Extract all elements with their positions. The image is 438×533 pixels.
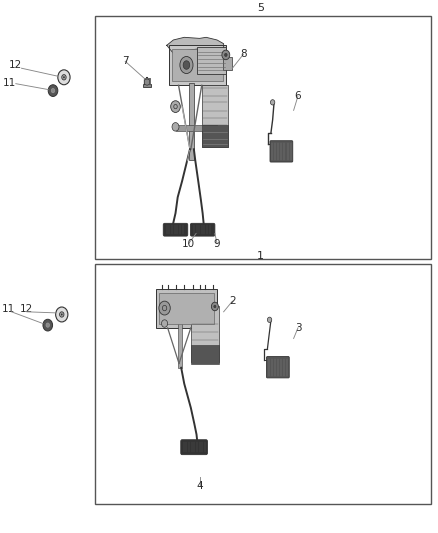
Ellipse shape [60,312,64,317]
Ellipse shape [51,88,55,93]
Bar [178,304,182,368]
Text: 5: 5 [257,3,264,13]
Text: 2: 2 [229,296,236,306]
Text: 11: 11 [2,304,15,314]
Ellipse shape [61,313,63,316]
Ellipse shape [159,301,170,315]
Bar [176,125,217,131]
Text: 11: 11 [3,78,16,87]
FancyBboxPatch shape [198,47,226,74]
FancyBboxPatch shape [181,440,208,455]
Text: 12: 12 [20,304,33,314]
Ellipse shape [56,307,68,322]
Text: 8: 8 [240,50,247,59]
FancyBboxPatch shape [173,49,223,81]
Ellipse shape [267,317,272,322]
Ellipse shape [171,101,180,112]
Ellipse shape [212,302,219,311]
Ellipse shape [48,85,58,96]
Text: 9: 9 [214,239,220,248]
FancyBboxPatch shape [156,289,217,328]
Bar [202,125,228,147]
Bar [202,85,228,147]
Text: 3: 3 [295,323,301,333]
Text: 4: 4 [196,481,203,491]
Ellipse shape [172,123,179,131]
FancyBboxPatch shape [270,141,293,162]
Polygon shape [167,37,224,53]
Text: 6: 6 [295,91,301,101]
Bar [191,345,219,364]
Text: 10: 10 [182,239,195,248]
FancyBboxPatch shape [159,293,214,324]
Ellipse shape [180,56,193,74]
Ellipse shape [162,320,168,327]
Ellipse shape [46,323,49,327]
Bar [189,83,194,160]
Bar [95,264,431,504]
Ellipse shape [225,53,227,56]
Ellipse shape [58,70,70,85]
Ellipse shape [63,76,65,78]
FancyBboxPatch shape [223,57,232,70]
FancyBboxPatch shape [143,84,151,87]
Polygon shape [145,79,150,85]
Bar [95,16,431,259]
Ellipse shape [270,100,275,105]
Text: 1: 1 [257,251,264,261]
Ellipse shape [214,305,216,308]
FancyBboxPatch shape [266,357,289,378]
FancyBboxPatch shape [191,223,215,236]
Text: 7: 7 [122,56,128,66]
Ellipse shape [222,50,230,60]
Ellipse shape [183,61,190,69]
Ellipse shape [62,75,66,80]
FancyBboxPatch shape [169,45,226,85]
FancyBboxPatch shape [145,78,150,84]
Ellipse shape [43,319,53,331]
FancyBboxPatch shape [163,223,188,236]
Text: 12: 12 [9,60,22,70]
Bar [191,306,219,362]
